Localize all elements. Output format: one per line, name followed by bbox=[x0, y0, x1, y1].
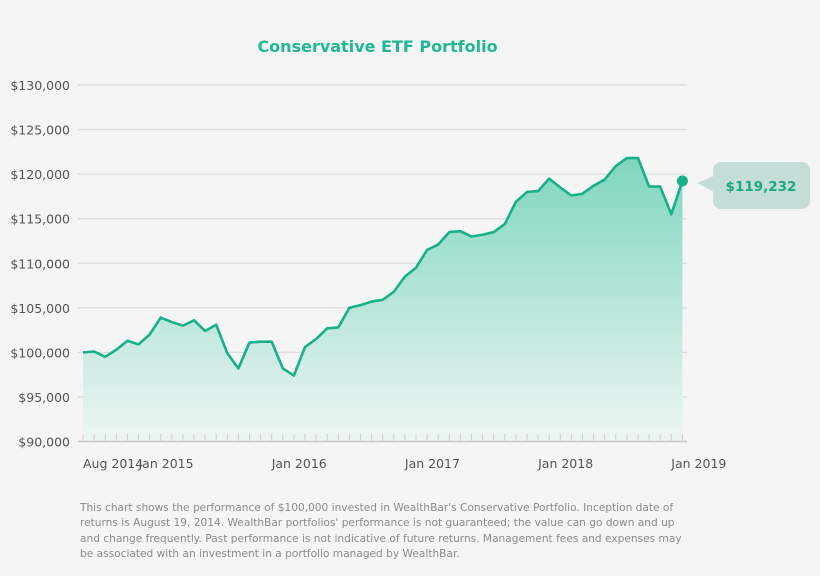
x-tick-label: Jan 2016 bbox=[271, 456, 327, 471]
x-tick-label: Jan 2018 bbox=[537, 456, 593, 471]
y-tick-label: $130,000 bbox=[10, 78, 70, 93]
disclaimer-footnote: This chart shows the performance of $100… bbox=[80, 502, 682, 561]
y-tick-label: $100,000 bbox=[10, 345, 70, 360]
y-tick-label: $105,000 bbox=[10, 301, 70, 316]
y-tick-label: $125,000 bbox=[10, 123, 70, 138]
x-tick-label: Jan 2017 bbox=[404, 456, 460, 471]
tooltip-value: $119,232 bbox=[726, 179, 797, 195]
y-tick-label: $110,000 bbox=[10, 256, 70, 271]
latest-value-marker bbox=[676, 175, 688, 187]
x-tick-label: Jan 2019 bbox=[670, 456, 726, 471]
value-tooltip: $119,232 bbox=[697, 162, 810, 209]
x-tick-label: Aug 2014 bbox=[83, 456, 143, 471]
y-tick-label: $115,000 bbox=[10, 212, 70, 227]
y-tick-label: $90,000 bbox=[18, 435, 70, 450]
y-tick-label: $120,000 bbox=[10, 167, 70, 182]
y-tick-label: $95,000 bbox=[18, 390, 70, 405]
tooltip-pointer bbox=[697, 176, 714, 192]
chart-title: Conservative ETF Portfolio bbox=[257, 37, 498, 56]
x-tick-label: Jan 2015 bbox=[138, 456, 194, 471]
tooltip-box bbox=[713, 162, 810, 209]
